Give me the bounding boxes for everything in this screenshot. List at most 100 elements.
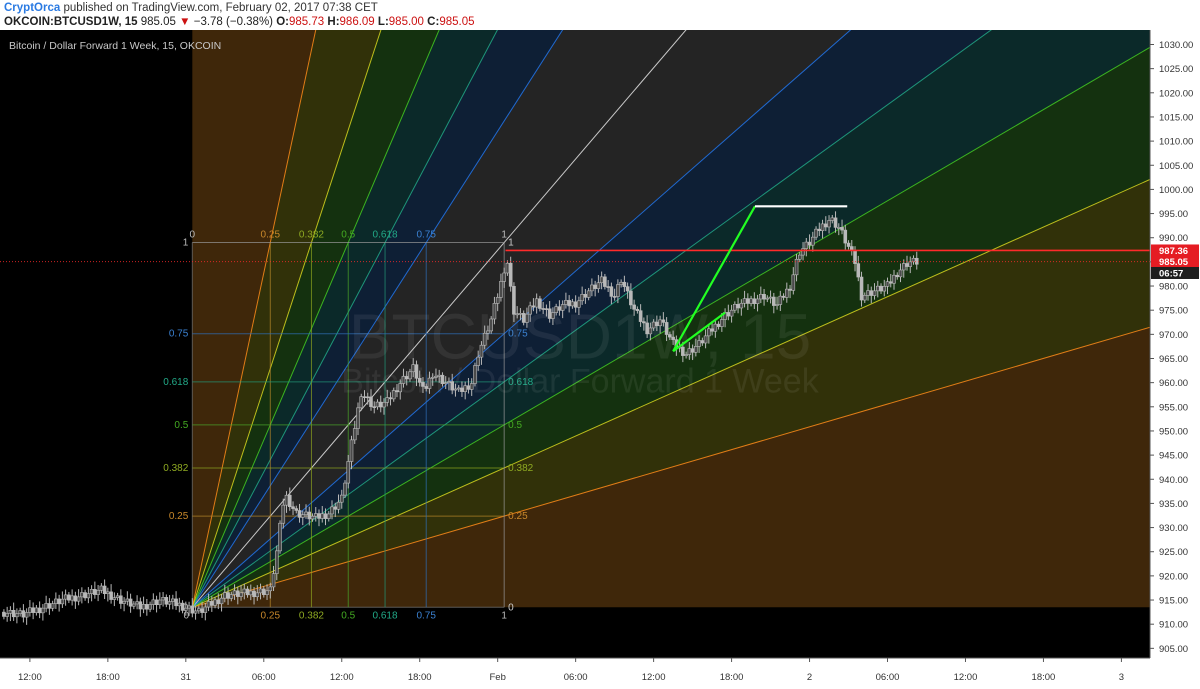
candle-body xyxy=(765,297,770,300)
candle-body xyxy=(742,298,747,304)
grid-top-label: 0 xyxy=(190,230,196,241)
candle-body xyxy=(879,285,883,292)
candle-body xyxy=(453,388,458,391)
candle-body xyxy=(5,613,9,617)
candle-body xyxy=(681,346,685,356)
candle xyxy=(810,231,815,252)
candle xyxy=(401,368,406,388)
candle-body xyxy=(278,522,282,552)
candle xyxy=(625,282,630,299)
candle-body xyxy=(502,272,506,282)
price-chart[interactable]: 0 0 0.25 0.25 0.382 0.382 0.5 0.5 0.618 0.618 0.75… xyxy=(0,30,1200,689)
candle-body xyxy=(645,322,649,335)
candle-body xyxy=(28,607,32,613)
candle-body xyxy=(476,356,480,366)
candle-body xyxy=(417,378,422,383)
candle-body xyxy=(252,590,256,598)
grid-right-label: 0.382 xyxy=(508,463,533,474)
candle-body xyxy=(138,601,143,610)
candle xyxy=(840,219,844,235)
x-tick-label: 12:00 xyxy=(642,672,666,683)
candle-body xyxy=(326,513,331,519)
grid-bottom-label: 0.618 xyxy=(373,610,398,621)
change-arrow-icon: ▼ xyxy=(179,16,191,28)
candle-body xyxy=(518,313,523,315)
candle-body xyxy=(307,511,312,520)
candle-body xyxy=(141,604,146,610)
candle xyxy=(281,498,286,529)
candle-body xyxy=(619,281,623,285)
candle-body xyxy=(580,293,584,302)
candle-body xyxy=(395,390,399,393)
candle-body xyxy=(37,607,42,614)
candle xyxy=(50,600,55,612)
candle-body xyxy=(80,592,84,598)
candle xyxy=(684,351,688,359)
candle-body xyxy=(703,335,708,344)
last-price: 985.05 xyxy=(140,16,176,28)
y-tick-label: 905.00 xyxy=(1159,644,1188,655)
candle xyxy=(174,591,178,610)
time-axis: 12:00 18:00 31 06:00 12:00 18:00 Feb 06:00 12:00… xyxy=(0,657,1150,689)
candle-body xyxy=(287,494,292,507)
candle xyxy=(862,292,867,303)
candle-body xyxy=(499,281,503,298)
y-tick-label: 940.00 xyxy=(1159,475,1188,486)
candle xyxy=(492,296,497,325)
candle-body xyxy=(651,321,656,329)
candle-body xyxy=(281,504,286,524)
candle-body xyxy=(359,396,364,409)
y-tick-label: 990.00 xyxy=(1159,233,1188,244)
candle-body xyxy=(554,306,558,313)
candle-body xyxy=(875,285,880,292)
candle-body xyxy=(888,281,893,284)
candle xyxy=(102,579,107,600)
candle xyxy=(508,256,513,292)
candle xyxy=(369,389,373,411)
grid-right-label: 0.618 xyxy=(508,377,533,388)
candle-body xyxy=(96,590,100,595)
candle-body xyxy=(34,607,39,613)
candle xyxy=(707,324,711,344)
candle-body xyxy=(606,286,610,288)
x-tick-label: 12:00 xyxy=(954,672,978,683)
candle-body xyxy=(551,312,555,319)
candle-body xyxy=(814,228,818,238)
x-tick-label: 12:00 xyxy=(330,672,354,683)
x-tick-label: 18:00 xyxy=(720,672,744,683)
x-tick-label: 31 xyxy=(181,672,192,683)
x-tick-label: 2 xyxy=(807,672,812,683)
candle-body xyxy=(424,386,429,389)
chart-header: CryptOrca published on TradingView.com, … xyxy=(0,0,1200,30)
close-value: 985.05 xyxy=(439,16,475,28)
y-tick-label: 920.00 xyxy=(1159,571,1188,582)
candle-body xyxy=(866,290,870,296)
candle-body xyxy=(304,511,308,515)
candle-body xyxy=(31,607,35,613)
candle xyxy=(96,584,100,602)
fan-ray xyxy=(192,46,1150,608)
grid-right-label: 0 xyxy=(508,602,514,613)
author-link[interactable]: CryptOrca xyxy=(4,2,61,14)
y-tick-label: 995.00 xyxy=(1159,209,1188,220)
candle-body xyxy=(284,494,289,506)
candle xyxy=(427,371,432,394)
candle-body xyxy=(437,374,442,377)
candle-body xyxy=(557,306,562,311)
candle-body xyxy=(161,597,165,601)
candle xyxy=(336,494,341,514)
candle-body xyxy=(70,595,74,601)
candle xyxy=(798,252,802,263)
candle-body xyxy=(365,396,370,399)
candle xyxy=(349,435,354,470)
candle-body xyxy=(122,600,126,604)
candle-body xyxy=(398,383,403,393)
y-tick-label: 945.00 xyxy=(1159,451,1188,462)
candle-body xyxy=(73,595,78,602)
candle-body xyxy=(261,588,266,595)
trend-line xyxy=(672,205,756,352)
candle xyxy=(635,306,640,314)
candle-body xyxy=(593,284,597,289)
candle xyxy=(528,301,532,322)
candle-body xyxy=(235,590,240,597)
